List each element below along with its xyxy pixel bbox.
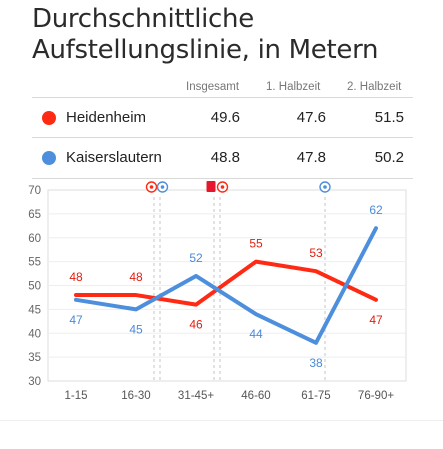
series-line-kaiserslautern [74, 226, 378, 345]
ball-patch [220, 185, 225, 189]
x-tick-label: 16-30 [121, 390, 150, 402]
data-label: 62 [369, 203, 383, 217]
divider [0, 420, 443, 421]
data-label: 48 [129, 270, 143, 284]
x-tick-label: 46-60 [241, 390, 270, 402]
value-total: 48.8 [210, 149, 240, 166]
table-header: Insgesamt 1. Halbzeit 2. Halbzeit [0, 81, 443, 97]
ball-patch [323, 185, 327, 189]
y-tick-label: 65 [28, 209, 41, 221]
y-tick-label: 40 [28, 328, 41, 340]
team-color-dot [42, 151, 56, 165]
value-first-half: 47.6 [296, 109, 326, 126]
team-name: Kaiserslautern [66, 149, 162, 166]
x-tick-label: 31-45+ [178, 390, 214, 402]
y-tick-label: 30 [28, 376, 41, 388]
line-chart: 30 35 40 45 50 55 60 65 70 1-15 16-30 31-45+ 46-60 61… [28, 181, 407, 402]
value-second-half: 50.2 [374, 149, 404, 166]
data-label: 55 [249, 237, 263, 251]
red-card-icon [206, 181, 216, 192]
y-tick-label: 45 [28, 304, 41, 316]
value-total: 49.6 [210, 109, 240, 126]
ball-patch [149, 185, 154, 189]
data-label: 47 [69, 313, 83, 327]
y-tick-label: 35 [28, 352, 41, 364]
team-name: Heidenheim [66, 109, 147, 126]
title-line-1: Durchschnittliche [32, 4, 254, 34]
table-row-kaiserslautern: Kaiserslautern 48.8 47.8 50.2 [32, 137, 413, 179]
y-tick-label: 55 [28, 257, 41, 269]
data-label: 48 [69, 270, 83, 284]
team-color-dot [42, 111, 56, 125]
x-tick-label: 61-75 [301, 390, 330, 402]
x-tick-label: 1-15 [64, 390, 87, 402]
data-label: 38 [309, 356, 323, 370]
title-line-2: Aufstellungslinie, in Metern [32, 35, 379, 65]
data-label: 45 [129, 322, 143, 336]
value-first-half: 47.8 [296, 149, 326, 166]
series-line-heidenheim [74, 259, 378, 307]
y-tick-label: 70 [28, 185, 41, 197]
data-label: 52 [189, 251, 203, 265]
data-label: 53 [309, 246, 323, 260]
y-tick-label: 50 [28, 281, 41, 293]
chart-title: Durchschnittliche Aufstellungslinie, in … [32, 4, 432, 66]
ball-patch [160, 185, 165, 189]
data-label: 46 [189, 318, 203, 332]
y-tick-label: 60 [28, 233, 41, 245]
value-second-half: 51.5 [374, 109, 404, 126]
data-label: 44 [249, 327, 263, 341]
col-header-total: Insgesamt [186, 81, 240, 93]
col-header-first-half: 1. Halbzeit [266, 81, 321, 93]
data-label: 47 [369, 313, 383, 327]
table-row-heidenheim: Heidenheim 49.6 47.6 51.5 [32, 97, 413, 138]
col-header-second-half: 2. Halbzeit [347, 81, 402, 93]
x-tick-label: 76-90+ [358, 390, 394, 402]
